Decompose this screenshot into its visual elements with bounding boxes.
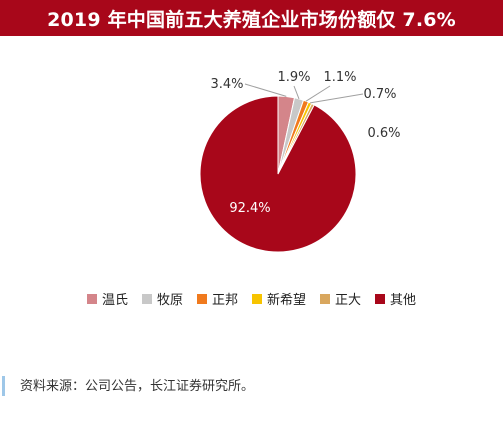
legend-label: 其他 (390, 293, 417, 308)
data-label-zhengbang: 1.1% (323, 70, 356, 85)
legend-item-zhengbang: 正邦 (196, 289, 238, 308)
legend-swatch (252, 293, 262, 304)
legend-item-wens: 温氏 (86, 289, 128, 308)
legend-label: 牧原 (156, 293, 183, 308)
leader-line-wens (244, 83, 287, 97)
label-leader-lines (244, 83, 364, 104)
source-marker (2, 376, 5, 396)
pie-slice-others (199, 95, 357, 253)
legend-swatch (196, 293, 207, 304)
legend-item-others: 其他 (375, 289, 416, 308)
pie-chart: 3.4% 1.9% 1.1% 0.7% 0.6% 92.4% (199, 70, 401, 253)
legend-swatch (320, 293, 331, 304)
chart-title: 2019 年中国前五大养殖企业市场份额仅 7.6% (0, 0, 503, 36)
legend-item-muyuan: 牧原 (141, 289, 183, 308)
legend-item-new-hope: 新希望 (252, 289, 306, 308)
legend-swatch (86, 293, 97, 304)
leader-line-muyuan (293, 85, 300, 100)
legend-label: 新希望 (267, 293, 307, 308)
legend-label: 正大 (335, 293, 362, 308)
leader-line-zhengbang (305, 85, 331, 102)
data-label-wens: 3.4% (210, 77, 243, 92)
data-label-others: 92.4% (229, 201, 270, 216)
pie-slices (199, 95, 357, 253)
legend-item-cp: 正大 (320, 289, 361, 308)
legend-label: 正邦 (211, 293, 238, 308)
legend-swatch (141, 293, 152, 304)
source-note: 资料来源：公司公告，长江证券研究所。 (20, 379, 255, 394)
legend-swatch (375, 293, 386, 304)
legend-label: 温氏 (101, 293, 128, 308)
legend: 温氏 牧原 正邦 新希望 正大 其他 (0, 289, 503, 308)
data-label-new-hope: 0.7% (363, 87, 396, 102)
data-label-muyuan: 1.9% (277, 70, 310, 85)
leader-line-new-hope (310, 93, 364, 104)
data-labels: 3.4% 1.9% 1.1% 0.7% 0.6% 92.4% (210, 70, 400, 216)
data-label-cp: 0.6% (367, 126, 400, 141)
